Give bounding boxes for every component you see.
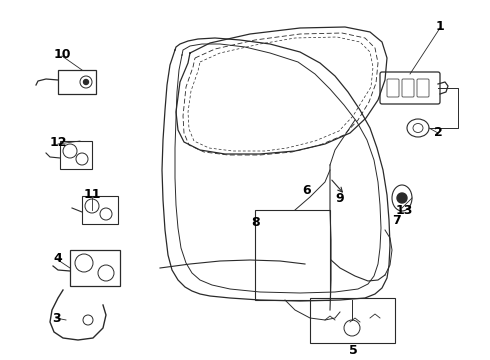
Text: 11: 11 — [83, 188, 101, 201]
Text: 12: 12 — [49, 135, 67, 148]
Bar — [82, 196, 118, 224]
Text: 10: 10 — [53, 48, 71, 60]
Text: 7: 7 — [392, 213, 400, 226]
Text: 3: 3 — [51, 311, 60, 324]
Bar — [70, 250, 120, 286]
Text: 5: 5 — [348, 345, 357, 357]
Text: 9: 9 — [336, 192, 344, 204]
Bar — [310, 298, 395, 343]
Text: 1: 1 — [436, 19, 444, 32]
Text: 6: 6 — [303, 184, 311, 198]
Bar — [255, 210, 330, 300]
Circle shape — [397, 193, 407, 203]
Circle shape — [83, 80, 89, 85]
Bar — [58, 70, 96, 94]
Text: 8: 8 — [252, 216, 260, 229]
Bar — [60, 141, 92, 169]
Text: 4: 4 — [53, 252, 62, 265]
Text: 2: 2 — [434, 126, 442, 139]
Text: 13: 13 — [395, 203, 413, 216]
